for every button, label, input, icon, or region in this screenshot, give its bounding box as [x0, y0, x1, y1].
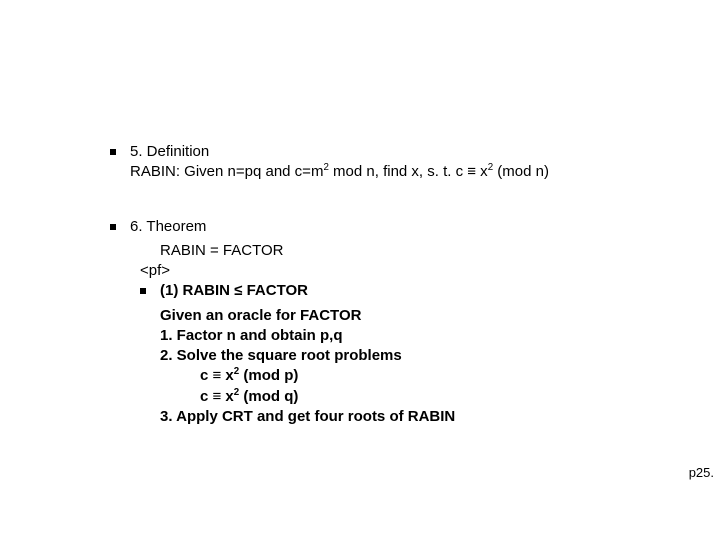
list-item-text: 6. Theorem [130, 217, 690, 237]
bullet-icon [110, 224, 116, 230]
list-item: 6. Theorem [110, 217, 690, 237]
bullet-icon [140, 288, 146, 294]
spacer [110, 187, 690, 217]
theorem-line: RABIN = FACTOR [160, 241, 690, 261]
item-heading: 6. Theorem [130, 218, 206, 235]
proof-line: Given an oracle for FACTOR [160, 306, 690, 326]
proof-line: 1. Factor n and obtain p,q [160, 326, 690, 346]
list-item: 5. Definition RABIN: Given n=pq and c=m2… [110, 142, 690, 183]
proof-tag: <pf> [140, 261, 690, 281]
list-item: (1) RABIN ≤ FACTOR [140, 281, 690, 301]
bullet-icon [110, 149, 116, 155]
slide-content: 5. Definition RABIN: Given n=pq and c=m2… [110, 142, 690, 427]
list-item-text: 5. Definition RABIN: Given n=pq and c=m2… [130, 142, 690, 183]
proof-line: c ≡ x2 (mod p) [200, 366, 690, 386]
proof-line: c ≡ x2 (mod q) [200, 387, 690, 407]
sub-bullet-text: (1) RABIN ≤ FACTOR [160, 281, 690, 301]
proof-line: 2. Solve the square root problems [160, 346, 690, 366]
proof-line: 3. Apply CRT and get four roots of RABIN [160, 407, 690, 427]
item-heading: 5. Definition [130, 143, 209, 160]
slide: 5. Definition RABIN: Given n=pq and c=m2… [0, 0, 720, 540]
item-body: RABIN: Given n=pq and c=m2 mod n, find x… [130, 163, 549, 180]
page-number: p25. [689, 465, 714, 480]
